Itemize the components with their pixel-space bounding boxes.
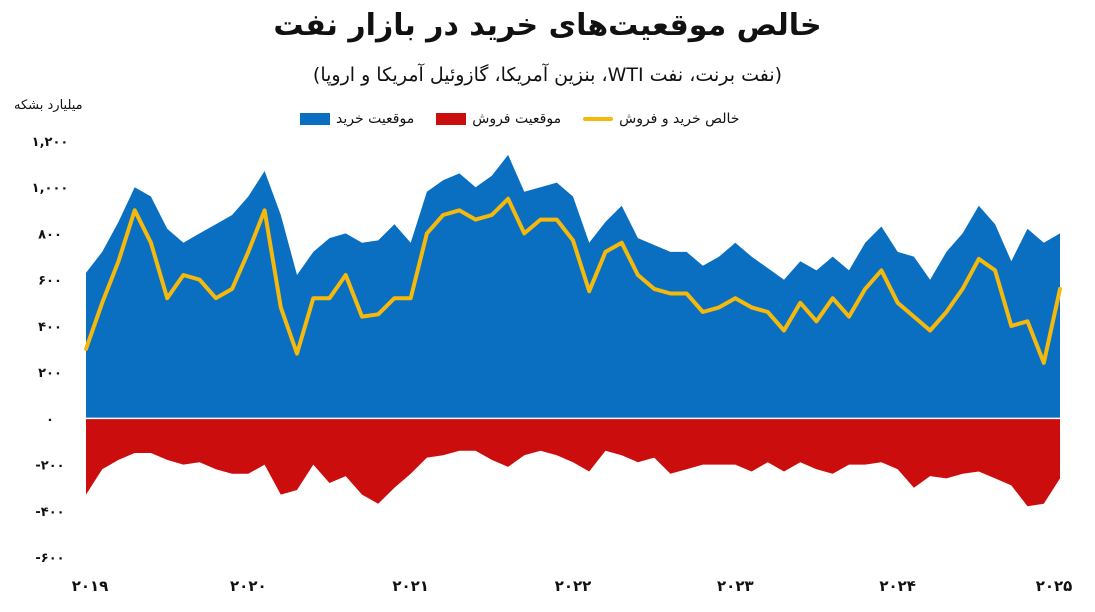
- legend-swatch-long: [300, 113, 330, 125]
- legend-label-long: موقعیت خرید: [336, 111, 415, 127]
- y-tick-label: -۲۰۰: [35, 459, 64, 474]
- y-tick-label: ۴۰۰: [38, 320, 62, 335]
- y-tick-label: -۶۰۰: [35, 551, 64, 566]
- legend-label-short: موقعیت فروش: [472, 111, 562, 127]
- x-tick-label: ۲۰۲۲: [555, 577, 592, 595]
- y-tick-label: ۱,۰۰۰: [32, 181, 69, 196]
- legend-item-long: موقعیت خرید: [300, 111, 414, 127]
- x-tick-label: ۲۰۲۴: [879, 577, 916, 595]
- x-tick-label: ۲۰۲۱: [392, 577, 429, 595]
- x-tick-label: ۲۰۱۹: [72, 577, 109, 595]
- series-short-area: [86, 418, 1060, 507]
- y-tick-label: ۲۰۰: [38, 366, 62, 381]
- legend-item-short: موقعیت فروش: [436, 111, 561, 127]
- x-tick-label: ۲۰۲۳: [717, 577, 754, 595]
- y-tick-label: -۴۰۰: [35, 505, 64, 520]
- y-tick-label: ۸۰۰: [38, 227, 62, 242]
- y-axis-label: میلیارد بشکه: [14, 98, 83, 113]
- y-tick-label: ۱,۲۰۰: [32, 135, 69, 150]
- series-long-area: [86, 154, 1060, 419]
- legend-label-net: خالص خرید و فروش: [619, 111, 740, 127]
- x-tick-label: ۲۰۲۰: [230, 577, 267, 595]
- x-tick-label: ۲۰۲۵: [1036, 577, 1073, 595]
- y-tick-label: ۶۰۰: [38, 274, 62, 289]
- y-tick-label: ۰: [46, 412, 54, 427]
- series-net-line: [84, 196, 1062, 365]
- chart-subtitle: (نفت برنت، نفت WTI، بنزین آمریکا، گازوئی…: [312, 64, 783, 86]
- legend: موقعیت خرید موقعیت فروش خالص خرید و فروش: [300, 108, 770, 130]
- legend-swatch-net: [583, 117, 614, 121]
- legend-swatch-short: [436, 113, 467, 125]
- chart-title: خالص موقعیت‌های خرید در بازار نفت: [273, 8, 822, 43]
- legend-item-net: خالص خرید و فروش: [583, 111, 739, 127]
